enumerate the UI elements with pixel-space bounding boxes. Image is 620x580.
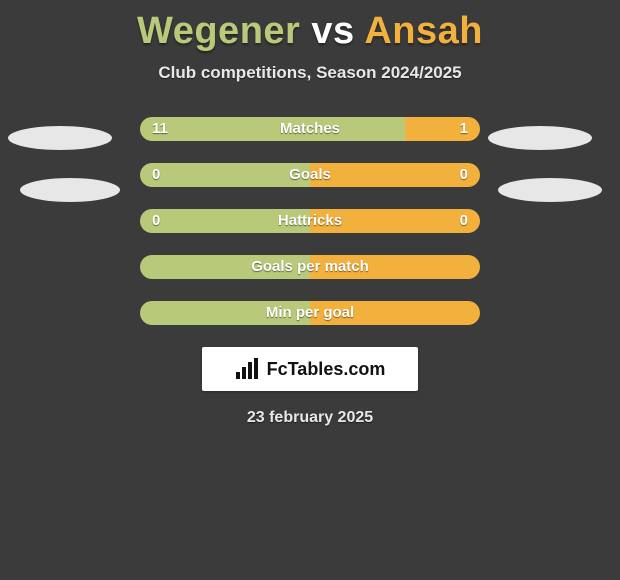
side-ellipse — [20, 178, 120, 202]
bar-segment-right — [310, 209, 480, 233]
stat-value-right: 1 — [460, 117, 468, 141]
stat-bar: Min per goal — [140, 301, 480, 325]
stat-value-left: 0 — [152, 209, 160, 233]
bar-segment-right — [310, 163, 480, 187]
bar-segment-right — [310, 255, 480, 279]
brand-logo: FcTables.com — [202, 347, 418, 391]
stat-bar: 00Goals — [140, 163, 480, 187]
subtitle: Club competitions, Season 2024/2025 — [0, 63, 620, 83]
stat-row: Min per goal — [0, 301, 620, 325]
stat-value-right: 0 — [460, 163, 468, 187]
bar-segment-right — [310, 301, 480, 325]
comparison-infographic: Wegener vs Ansah Club competitions, Seas… — [0, 0, 620, 427]
stat-row: Goals per match — [0, 255, 620, 279]
side-ellipse — [488, 126, 592, 150]
stat-value-left: 0 — [152, 163, 160, 187]
bar-segment-right — [405, 117, 480, 141]
side-ellipse — [8, 126, 112, 150]
stat-bar: Goals per match — [140, 255, 480, 279]
stat-value-right: 0 — [460, 209, 468, 233]
bar-segment-left — [140, 163, 310, 187]
stat-bar: 111Matches — [140, 117, 480, 141]
brand-text: FcTables.com — [267, 359, 386, 380]
bar-chart-icon — [235, 358, 261, 380]
page-title: Wegener vs Ansah — [0, 10, 620, 53]
bar-segment-left — [140, 117, 405, 141]
stat-value-left: 11 — [152, 117, 168, 141]
title-vs: vs — [311, 10, 354, 52]
bar-segment-left — [140, 255, 310, 279]
bar-segment-left — [140, 301, 310, 325]
title-player1: Wegener — [137, 10, 300, 52]
footer-date: 23 february 2025 — [0, 409, 620, 427]
title-player2: Ansah — [364, 10, 483, 52]
side-ellipse — [498, 178, 602, 202]
stat-row: 00Hattricks — [0, 209, 620, 233]
bar-segment-left — [140, 209, 310, 233]
stat-bar: 00Hattricks — [140, 209, 480, 233]
